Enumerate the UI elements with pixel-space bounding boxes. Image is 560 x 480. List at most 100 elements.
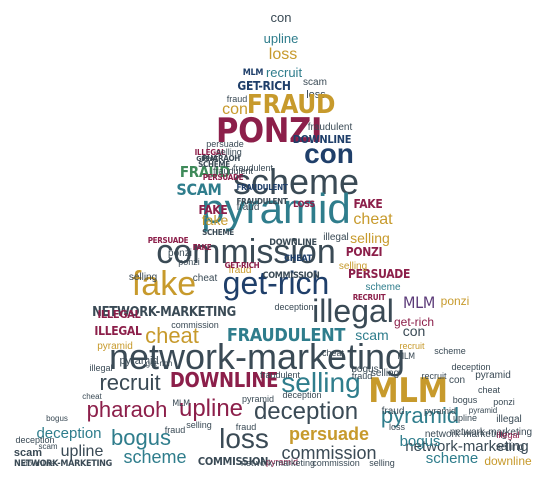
word-cloud-word: SCAM (176, 180, 221, 199)
word-cloud-word: NETWORK-MARKETING (14, 459, 113, 469)
word-cloud-word: ponzi (168, 248, 192, 259)
word-cloud-word: COMMISSION (263, 271, 320, 281)
word-cloud-word: bogus (46, 414, 68, 423)
word-cloud-word: upline (179, 395, 243, 422)
word-cloud-word: deception (282, 390, 321, 400)
word-cloud-word: fraud (229, 265, 252, 276)
word-cloud-word: downline (23, 459, 55, 468)
word-cloud-word: FRAUDULENT (227, 325, 345, 346)
word-cloud-word: PERSUADE (348, 267, 410, 281)
word-cloud-word: pyramid (424, 406, 456, 416)
word-cloud-word: illegal (89, 363, 112, 373)
word-cloud-word: upline (453, 413, 477, 423)
word-cloud-word: cheat (353, 211, 393, 228)
word-cloud-word: pyramid (201, 185, 350, 232)
word-cloud-word: loss (389, 422, 406, 432)
word-cloud-word: fake (202, 212, 229, 228)
word-cloud-word: selling (339, 261, 367, 272)
word-cloud-word: recruit (266, 65, 303, 80)
word-cloud-word: commission (171, 320, 219, 330)
word-cloud-word: network-marketing (425, 429, 507, 440)
word-cloud-word: network-marketing (241, 458, 315, 468)
word-cloud-word: GREAT (196, 155, 218, 163)
word-cloud-word: commission (156, 233, 335, 271)
word-cloud-word: scheme (426, 450, 479, 467)
word-cloud-word: bogus (453, 395, 478, 405)
word-cloud-word: bogus (111, 425, 171, 450)
pyramid-silhouette (16, 10, 546, 472)
word-cloud-word: FRAUDULENT (237, 183, 288, 192)
word-cloud-word: LOSS (293, 200, 315, 210)
word-cloud-word: fraud (227, 94, 248, 104)
word-cloud-word: scheme (233, 161, 359, 202)
word-cloud-word: deception (254, 398, 358, 425)
word-cloud-word: recruit (399, 341, 425, 351)
word-cloud-word: scam (303, 77, 327, 88)
word-cloud-word: get-rich (146, 359, 173, 368)
word-cloud-word: cheat (193, 273, 218, 284)
word-cloud-word: ponzi (493, 397, 515, 407)
word-cloud-word: ILLEGAL (195, 148, 226, 157)
word-cloud-word: bogus (400, 433, 441, 450)
word-cloud-word: pharaoh (87, 397, 168, 422)
word-cloud-word: commission (281, 443, 376, 463)
word-cloud-word: upline (264, 31, 299, 46)
word-cloud-word: pyramid (381, 403, 459, 428)
word-cloud-word: selling (496, 442, 524, 453)
word-cloud-word: con (304, 138, 354, 169)
word-cloud-word: PONZI (216, 111, 322, 151)
word-cloud-word: ILLEGAL (94, 324, 142, 338)
word-cloud-word: pyramid (119, 355, 158, 367)
word-cloud-word: GET-RICH (225, 261, 260, 270)
word-cloud-word: selling (129, 272, 157, 283)
word-cloud-word: fraud (237, 202, 260, 213)
word-cloud-word: cheat (145, 323, 199, 348)
word-cloud-word: SCHEME (202, 228, 234, 237)
word-cloud-word: commission (312, 458, 360, 468)
word-cloud-word: pyramid (475, 370, 511, 381)
word-cloud-word: persuade (206, 139, 244, 149)
word-cloud-word: selling (369, 458, 395, 468)
word-cloud-word: bogus (351, 364, 378, 375)
word-cloud-word: fraudulent (260, 370, 301, 380)
word-cloud-word: cheat (478, 385, 501, 395)
word-cloud-word: pyramid (469, 406, 497, 415)
word-cloud-word: selling (350, 230, 390, 246)
word-cloud-word: deception (36, 425, 101, 442)
word-cloud-word: illegal (323, 232, 349, 243)
word-cloud-word: deception (15, 435, 54, 445)
word-cloud-word: FAKE (199, 203, 228, 217)
word-cloud-word: scheme (434, 346, 466, 356)
word-cloud-word: COMMISSION (198, 455, 268, 468)
word-cloud-word: MLM (172, 399, 190, 409)
word-cloud-word: con (403, 323, 426, 339)
word-cloud-word: get-rich (223, 265, 330, 301)
word-cloud-word: ponzi (178, 257, 200, 267)
word-cloud-word: fraudulent (308, 122, 353, 133)
word-cloud-word: con (449, 375, 465, 386)
word-cloud-word: GET-RICH (237, 79, 290, 93)
word-cloud-word: PERSUADE (148, 236, 189, 245)
word-cloud-word: FRAUD (180, 163, 230, 181)
word-cloud-word: scam (14, 447, 42, 459)
word-cloud-word: con (271, 10, 292, 25)
word-cloud-word: loss (219, 423, 269, 454)
word-cloud-word: pyramid (266, 457, 298, 467)
word-cloud-word: selling (186, 420, 212, 430)
word-cloud-word: PONZI (346, 245, 383, 259)
word-cloud-word: selling (281, 367, 360, 398)
word-cloud-word: con (222, 101, 248, 118)
word-cloud-word: fraudulent (213, 166, 254, 176)
word-cloud-word: fraud (382, 406, 405, 417)
word-cloud-word: pyramid (97, 341, 133, 352)
word-cloud-word: cheat (82, 392, 102, 401)
word-cloud-word: persuade (289, 424, 369, 444)
word-cloud-word: upline (61, 443, 104, 460)
word-cloud-word: scam (355, 327, 388, 343)
word-cloud-word: illegal (496, 414, 522, 425)
word-cloud-word: recruit (421, 371, 447, 381)
word-cloud-word: PHARAOH (202, 154, 240, 163)
word-cloud-word: FAKE (193, 243, 212, 252)
word-cloud-word: NETWORK-MARKETING (92, 305, 236, 320)
